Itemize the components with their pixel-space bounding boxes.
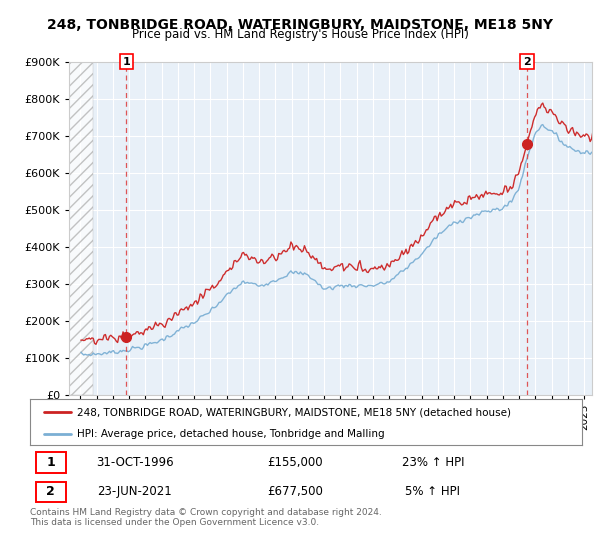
Text: 2: 2 [46,485,55,498]
FancyBboxPatch shape [35,482,66,502]
Text: 23-JUN-2021: 23-JUN-2021 [98,485,172,498]
Text: 1: 1 [122,57,130,67]
FancyBboxPatch shape [35,452,66,473]
Text: 1: 1 [46,456,55,469]
Text: 31-OCT-1996: 31-OCT-1996 [96,456,173,469]
Text: 248, TONBRIDGE ROAD, WATERINGBURY, MAIDSTONE, ME18 5NY: 248, TONBRIDGE ROAD, WATERINGBURY, MAIDS… [47,18,553,32]
Text: 23% ↑ HPI: 23% ↑ HPI [402,456,464,469]
Text: 2: 2 [523,57,531,67]
Bar [69,62,92,395]
Text: £155,000: £155,000 [267,456,323,469]
Text: £677,500: £677,500 [267,485,323,498]
Text: 248, TONBRIDGE ROAD, WATERINGBURY, MAIDSTONE, ME18 5NY (detached house): 248, TONBRIDGE ROAD, WATERINGBURY, MAIDS… [77,407,511,417]
Text: 5% ↑ HPI: 5% ↑ HPI [406,485,460,498]
Text: Contains HM Land Registry data © Crown copyright and database right 2024.
This d: Contains HM Land Registry data © Crown c… [30,508,382,528]
Text: Price paid vs. HM Land Registry's House Price Index (HPI): Price paid vs. HM Land Registry's House … [131,28,469,41]
Text: HPI: Average price, detached house, Tonbridge and Malling: HPI: Average price, detached house, Tonb… [77,429,385,438]
